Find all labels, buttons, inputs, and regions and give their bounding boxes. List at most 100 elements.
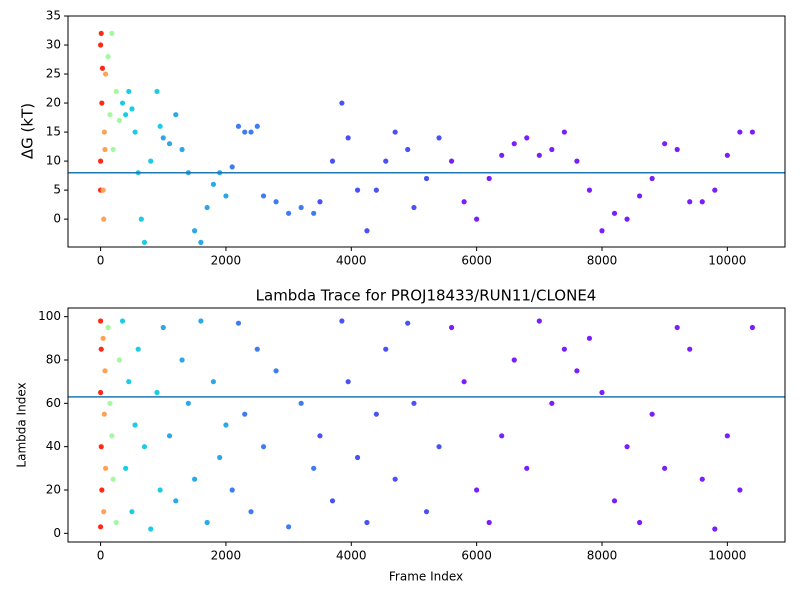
point	[561, 129, 567, 135]
point	[712, 187, 718, 193]
y-tick-label: 30	[46, 38, 61, 52]
point	[345, 135, 351, 141]
x-tick-label: 0	[97, 549, 105, 563]
point	[687, 199, 693, 205]
point	[192, 228, 198, 234]
point	[157, 487, 163, 493]
point	[524, 135, 530, 141]
point	[536, 318, 542, 324]
point	[549, 400, 555, 406]
point	[423, 175, 430, 182]
y-tick-label: 20	[46, 483, 61, 497]
point	[298, 204, 304, 211]
point	[97, 158, 104, 164]
point	[235, 320, 242, 326]
x-tick-label: 8000	[587, 549, 618, 563]
point	[235, 123, 242, 129]
point	[737, 129, 743, 135]
y-axis-label: ΔG (kT)	[19, 103, 37, 159]
point	[524, 465, 530, 471]
point	[674, 146, 680, 153]
point	[100, 187, 106, 193]
point	[724, 152, 730, 158]
point	[103, 71, 109, 77]
point	[105, 324, 111, 331]
point	[364, 228, 370, 234]
point	[166, 141, 173, 147]
point	[687, 346, 693, 352]
point	[248, 509, 254, 515]
point	[113, 88, 119, 95]
point	[411, 400, 417, 406]
point	[260, 193, 267, 199]
point	[474, 216, 480, 222]
point	[185, 400, 191, 406]
point	[160, 135, 166, 141]
point	[254, 346, 260, 352]
point	[392, 476, 398, 482]
point	[511, 141, 517, 147]
point	[448, 324, 455, 331]
x-tick-label: 10000	[708, 549, 746, 563]
point	[148, 158, 154, 164]
point	[611, 498, 618, 504]
point	[599, 228, 605, 234]
point	[383, 346, 389, 352]
point	[126, 88, 132, 95]
point	[373, 411, 379, 417]
point	[486, 175, 492, 182]
point	[132, 129, 138, 135]
x-tick-label: 6000	[461, 549, 492, 563]
point	[101, 129, 107, 135]
point	[383, 158, 389, 164]
point	[101, 509, 107, 515]
point	[135, 346, 141, 352]
point	[411, 204, 417, 211]
point	[129, 106, 135, 112]
point	[674, 324, 680, 331]
point	[173, 112, 179, 118]
point	[311, 210, 317, 216]
y-tick-label: 15	[46, 125, 61, 139]
point	[192, 476, 198, 482]
y-tick-label: 5	[53, 183, 61, 197]
point	[286, 210, 292, 216]
point	[662, 465, 668, 471]
point	[749, 129, 756, 135]
point	[712, 526, 718, 532]
point	[116, 357, 122, 363]
point	[157, 123, 163, 129]
point	[311, 465, 317, 471]
point	[286, 524, 292, 530]
point	[109, 433, 115, 439]
x-tick-label: 6000	[461, 254, 492, 268]
point	[100, 335, 106, 341]
point	[179, 357, 185, 363]
point	[317, 433, 323, 439]
point	[179, 146, 185, 153]
point	[210, 181, 217, 187]
point	[126, 379, 132, 385]
point	[141, 239, 148, 245]
point	[737, 487, 743, 493]
y-tick-label: 80	[46, 353, 61, 367]
point	[649, 175, 655, 182]
point	[154, 389, 160, 396]
point	[574, 368, 580, 374]
point	[154, 88, 160, 95]
point	[636, 193, 643, 199]
point	[461, 379, 467, 385]
point	[273, 368, 279, 374]
point	[242, 411, 248, 417]
point	[204, 204, 210, 211]
point	[223, 193, 229, 199]
x-tick-label: 4000	[336, 254, 367, 268]
y-axis-label: Lambda Index	[15, 382, 29, 467]
y-tick-label: 10	[46, 154, 61, 168]
point	[160, 324, 166, 331]
y-tick-label: 0	[53, 526, 61, 540]
point	[97, 524, 104, 530]
point	[461, 199, 467, 205]
point	[624, 216, 630, 222]
